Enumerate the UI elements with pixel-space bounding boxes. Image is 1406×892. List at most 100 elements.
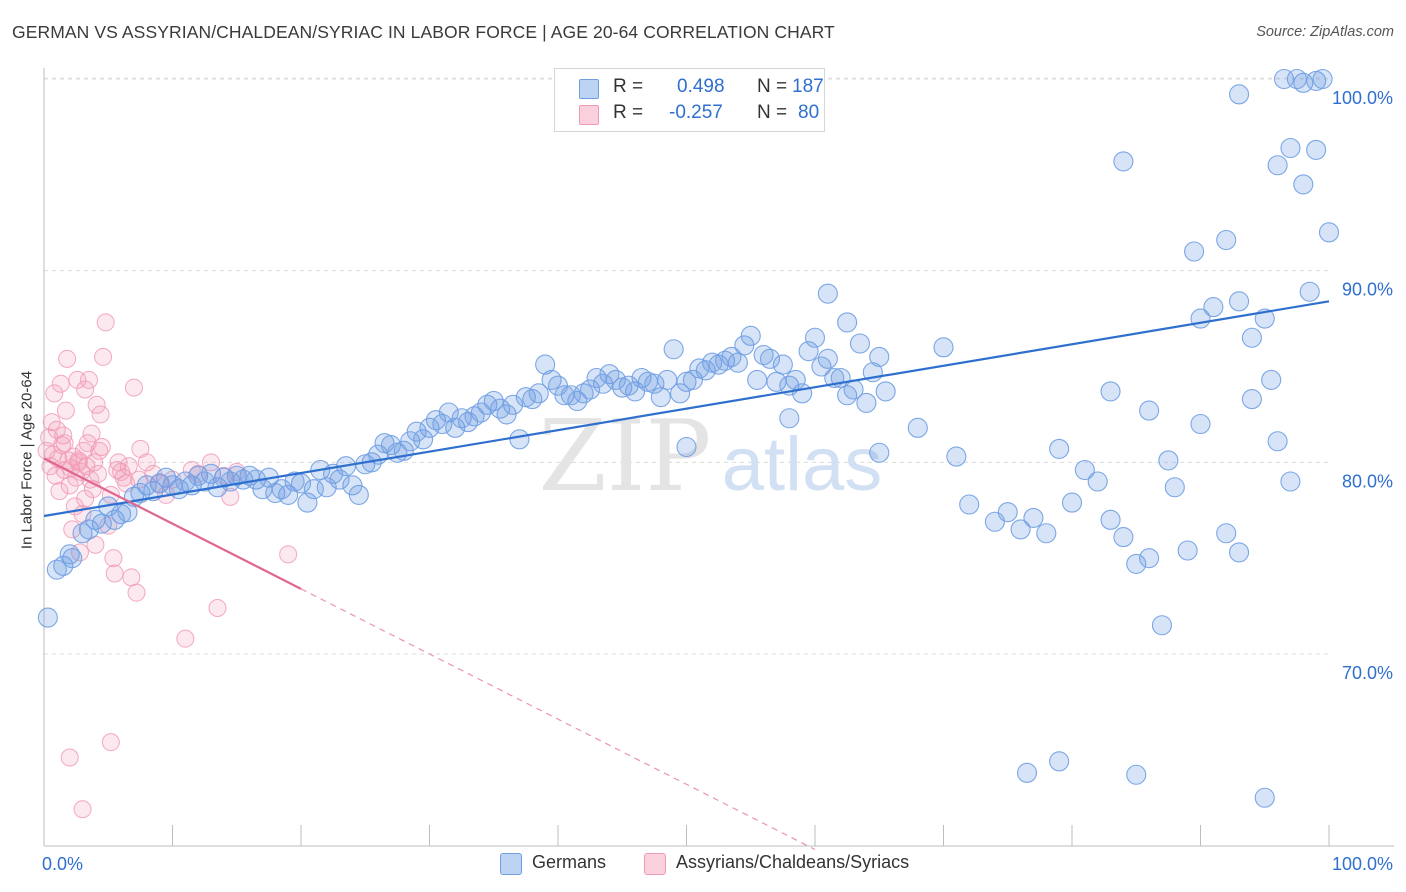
germans-point: [714, 350, 736, 371]
germans-point: [464, 406, 485, 427]
germans-point: [62, 548, 83, 569]
y-axis-title: In Labor Force | Age 20-64: [18, 370, 36, 550]
germans-point: [432, 413, 453, 435]
germans-point: [1074, 459, 1095, 481]
germans-point: [837, 385, 858, 406]
assyrians-trend-extension: [300, 588, 816, 851]
germans-point: [136, 475, 157, 496]
germans-point: [329, 469, 350, 490]
germans-point: [869, 346, 890, 367]
germans-point: [278, 484, 299, 505]
assyrians-point: [202, 453, 221, 472]
germans-point: [528, 383, 549, 404]
assyrians-swatch: [579, 105, 599, 125]
assyrians-point: [76, 489, 95, 508]
assyrians-point: [127, 583, 146, 602]
germans-point: [1216, 229, 1237, 251]
germans-point: [1229, 291, 1250, 312]
germans-point: [1190, 413, 1211, 435]
assyrians-point: [56, 401, 75, 420]
germans-point: [580, 379, 601, 400]
germans-point: [1280, 137, 1301, 159]
assyrians-point: [76, 380, 95, 399]
germans-point: [792, 383, 813, 404]
germans-point: [149, 473, 170, 494]
germans-point: [1229, 542, 1250, 563]
assyrians-point: [88, 464, 107, 483]
assyrians-point: [279, 545, 298, 564]
axes: [43, 68, 1394, 847]
germans-point: [271, 479, 292, 500]
assyrians-point: [73, 800, 92, 819]
assyrians-point: [79, 370, 98, 389]
y-tick-label: 90.0%: [1342, 280, 1393, 300]
assyrians-point: [176, 629, 195, 648]
assyrians-point: [122, 568, 141, 587]
trend-lines: [43, 300, 1330, 851]
germans-point: [631, 367, 652, 389]
germans-point: [670, 383, 691, 404]
germans-point: [663, 339, 684, 360]
assyrians-point: [101, 733, 120, 752]
assyrians-point: [104, 549, 123, 568]
assyrians-point: [208, 599, 227, 617]
y-tick-label: 100.0%: [1332, 88, 1393, 108]
germans-point: [618, 375, 639, 396]
germans-point: [297, 492, 318, 513]
germans-point: [1293, 174, 1314, 195]
germans-point: [1151, 615, 1172, 636]
x-tick-label-left: 0.0%: [42, 854, 83, 874]
germans-point: [1229, 84, 1250, 105]
germans-point: [502, 394, 524, 415]
assyrians-point: [54, 426, 73, 445]
assyrians-point: [60, 748, 79, 767]
germans-point: [721, 346, 742, 367]
watermark-zip: ZIP: [539, 400, 712, 514]
germans-point: [1100, 509, 1121, 530]
assyrians-point: [137, 453, 156, 472]
germans-point: [496, 404, 517, 425]
germans-point: [959, 494, 980, 515]
assyrians-point: [46, 466, 65, 485]
germans-point: [599, 364, 620, 385]
germans-point: [592, 373, 614, 394]
y-tick-label: 70.0%: [1342, 663, 1393, 683]
germans-point: [1261, 369, 1282, 390]
germans-point: [1061, 492, 1083, 513]
germans-point: [78, 519, 100, 540]
germans-point: [875, 381, 896, 402]
n-value-assyrians: 80: [798, 102, 820, 123]
assyrians-point: [51, 374, 70, 393]
assyrians-points: [37, 313, 298, 819]
germans-point: [348, 484, 369, 505]
n-label: N =: [757, 76, 788, 97]
germans-point: [342, 475, 363, 496]
germans-point: [1184, 241, 1205, 262]
germans-point: [837, 312, 858, 333]
assyrians-legend-label: Assyrians/Chaldeans/Syriacs: [676, 852, 910, 872]
germans-point: [535, 354, 556, 375]
germans-point: [1306, 139, 1327, 160]
germans-point: [1087, 471, 1108, 492]
assyrians-point: [87, 395, 106, 414]
r-value-assyrians: -0.257: [669, 102, 723, 123]
germans-point: [1241, 389, 1262, 410]
germans-point: [1113, 527, 1134, 548]
watermark-atlas: atlas: [722, 422, 883, 507]
assyrians-point: [85, 453, 104, 472]
germans-point: [46, 559, 67, 580]
germans-point: [59, 544, 80, 565]
germans-point: [804, 327, 826, 348]
germans-point: [1158, 450, 1179, 471]
germans-legend-label: Germans: [532, 852, 607, 872]
assyrians-point: [94, 347, 113, 366]
germans-legend-swatch: [500, 853, 522, 875]
y-tick-label: 80.0%: [1342, 471, 1393, 491]
r-value-germans: 0.498: [677, 76, 725, 97]
germans-point: [650, 387, 671, 408]
assyrians-point: [124, 378, 143, 397]
germans-point: [849, 333, 871, 354]
germans-point: [522, 389, 543, 410]
germans-point: [1139, 548, 1160, 569]
